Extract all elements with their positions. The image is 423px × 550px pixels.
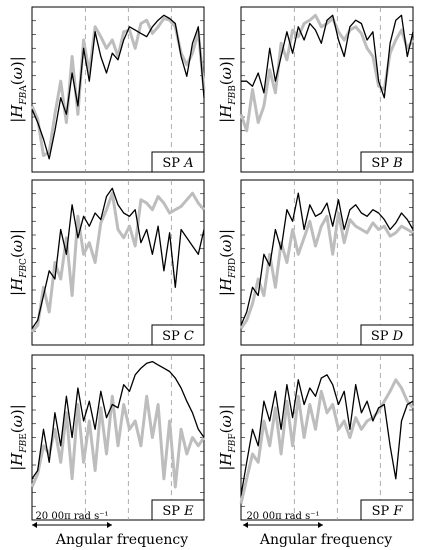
legend-label: SP A bbox=[162, 156, 193, 171]
y-axis-label: |HFBC(ω)| bbox=[8, 229, 29, 296]
y-axis-label: |HFBE(ω)| bbox=[8, 404, 29, 471]
x-axis-label-right: Angular frequency bbox=[259, 532, 392, 548]
legend-label: SP F bbox=[372, 504, 404, 519]
series-reference-line bbox=[239, 211, 414, 330]
legend-frame bbox=[360, 151, 414, 173]
scale-bar-right: 20 00π rad s⁻¹ bbox=[243, 511, 323, 528]
y-axis-label: |HFBF(ω)| bbox=[217, 404, 238, 470]
series-reference-line bbox=[30, 191, 206, 333]
series-reference-line bbox=[30, 394, 206, 489]
scale-bar-left: 20 00π rad s⁻¹ bbox=[32, 511, 112, 528]
series-measured-line bbox=[240, 374, 414, 496]
panel-a: SP A |HFBA(ω)| bbox=[8, 6, 206, 173]
legend-label: SP E bbox=[162, 504, 194, 519]
panel-f: SP F |HFBF(ω)| bbox=[217, 354, 415, 521]
scale-bar-left-label: 20 00π rad s⁻¹ bbox=[35, 511, 108, 522]
legend-label: SP D bbox=[371, 329, 404, 344]
panel-b: SP B |HFBB(ω)| bbox=[217, 6, 415, 173]
legend-box: SP D bbox=[360, 324, 414, 346]
legend-box: SP A bbox=[151, 151, 205, 173]
series-measured-line bbox=[31, 187, 205, 329]
panel-e: SP E |HFBE(ω)| bbox=[8, 354, 206, 521]
legend-label: SP B bbox=[371, 156, 402, 171]
panel-c: SP C |HFBC(ω)| bbox=[8, 179, 206, 346]
legend-frame bbox=[151, 324, 205, 346]
y-axis-label: |HFBD(ω)| bbox=[217, 229, 238, 296]
series-measured-line bbox=[31, 14, 205, 160]
series-measured-line bbox=[240, 192, 414, 326]
x-axis-label-left: Angular frequency bbox=[55, 532, 188, 548]
legend-box: SP F bbox=[360, 499, 414, 521]
series-reference-line bbox=[239, 13, 415, 133]
series-measured-line bbox=[31, 360, 205, 480]
y-axis-label: |HFBA(ω)| bbox=[8, 56, 29, 123]
panel-d: SP D |HFBD(ω)| bbox=[217, 179, 414, 346]
legend-label: SP C bbox=[162, 329, 194, 344]
series-reference-line bbox=[239, 378, 415, 504]
panels-group: SP A|HFBA(ω)|SP B|HFBB(ω)|SP C|HFBC(ω)|S… bbox=[8, 6, 415, 521]
scale-bar-right-label: 20 00π rad s⁻¹ bbox=[246, 511, 319, 522]
legend-box: SP E bbox=[151, 499, 205, 521]
legend-frame bbox=[151, 151, 205, 173]
series-measured-line bbox=[241, 14, 414, 99]
legend-box: SP B bbox=[360, 151, 414, 173]
legend-frame bbox=[360, 499, 414, 521]
legend-frame bbox=[151, 499, 205, 521]
legend-box: SP C bbox=[151, 324, 205, 346]
legend-frame bbox=[360, 324, 414, 346]
y-axis-label: |HFBB(ω)| bbox=[217, 56, 238, 123]
